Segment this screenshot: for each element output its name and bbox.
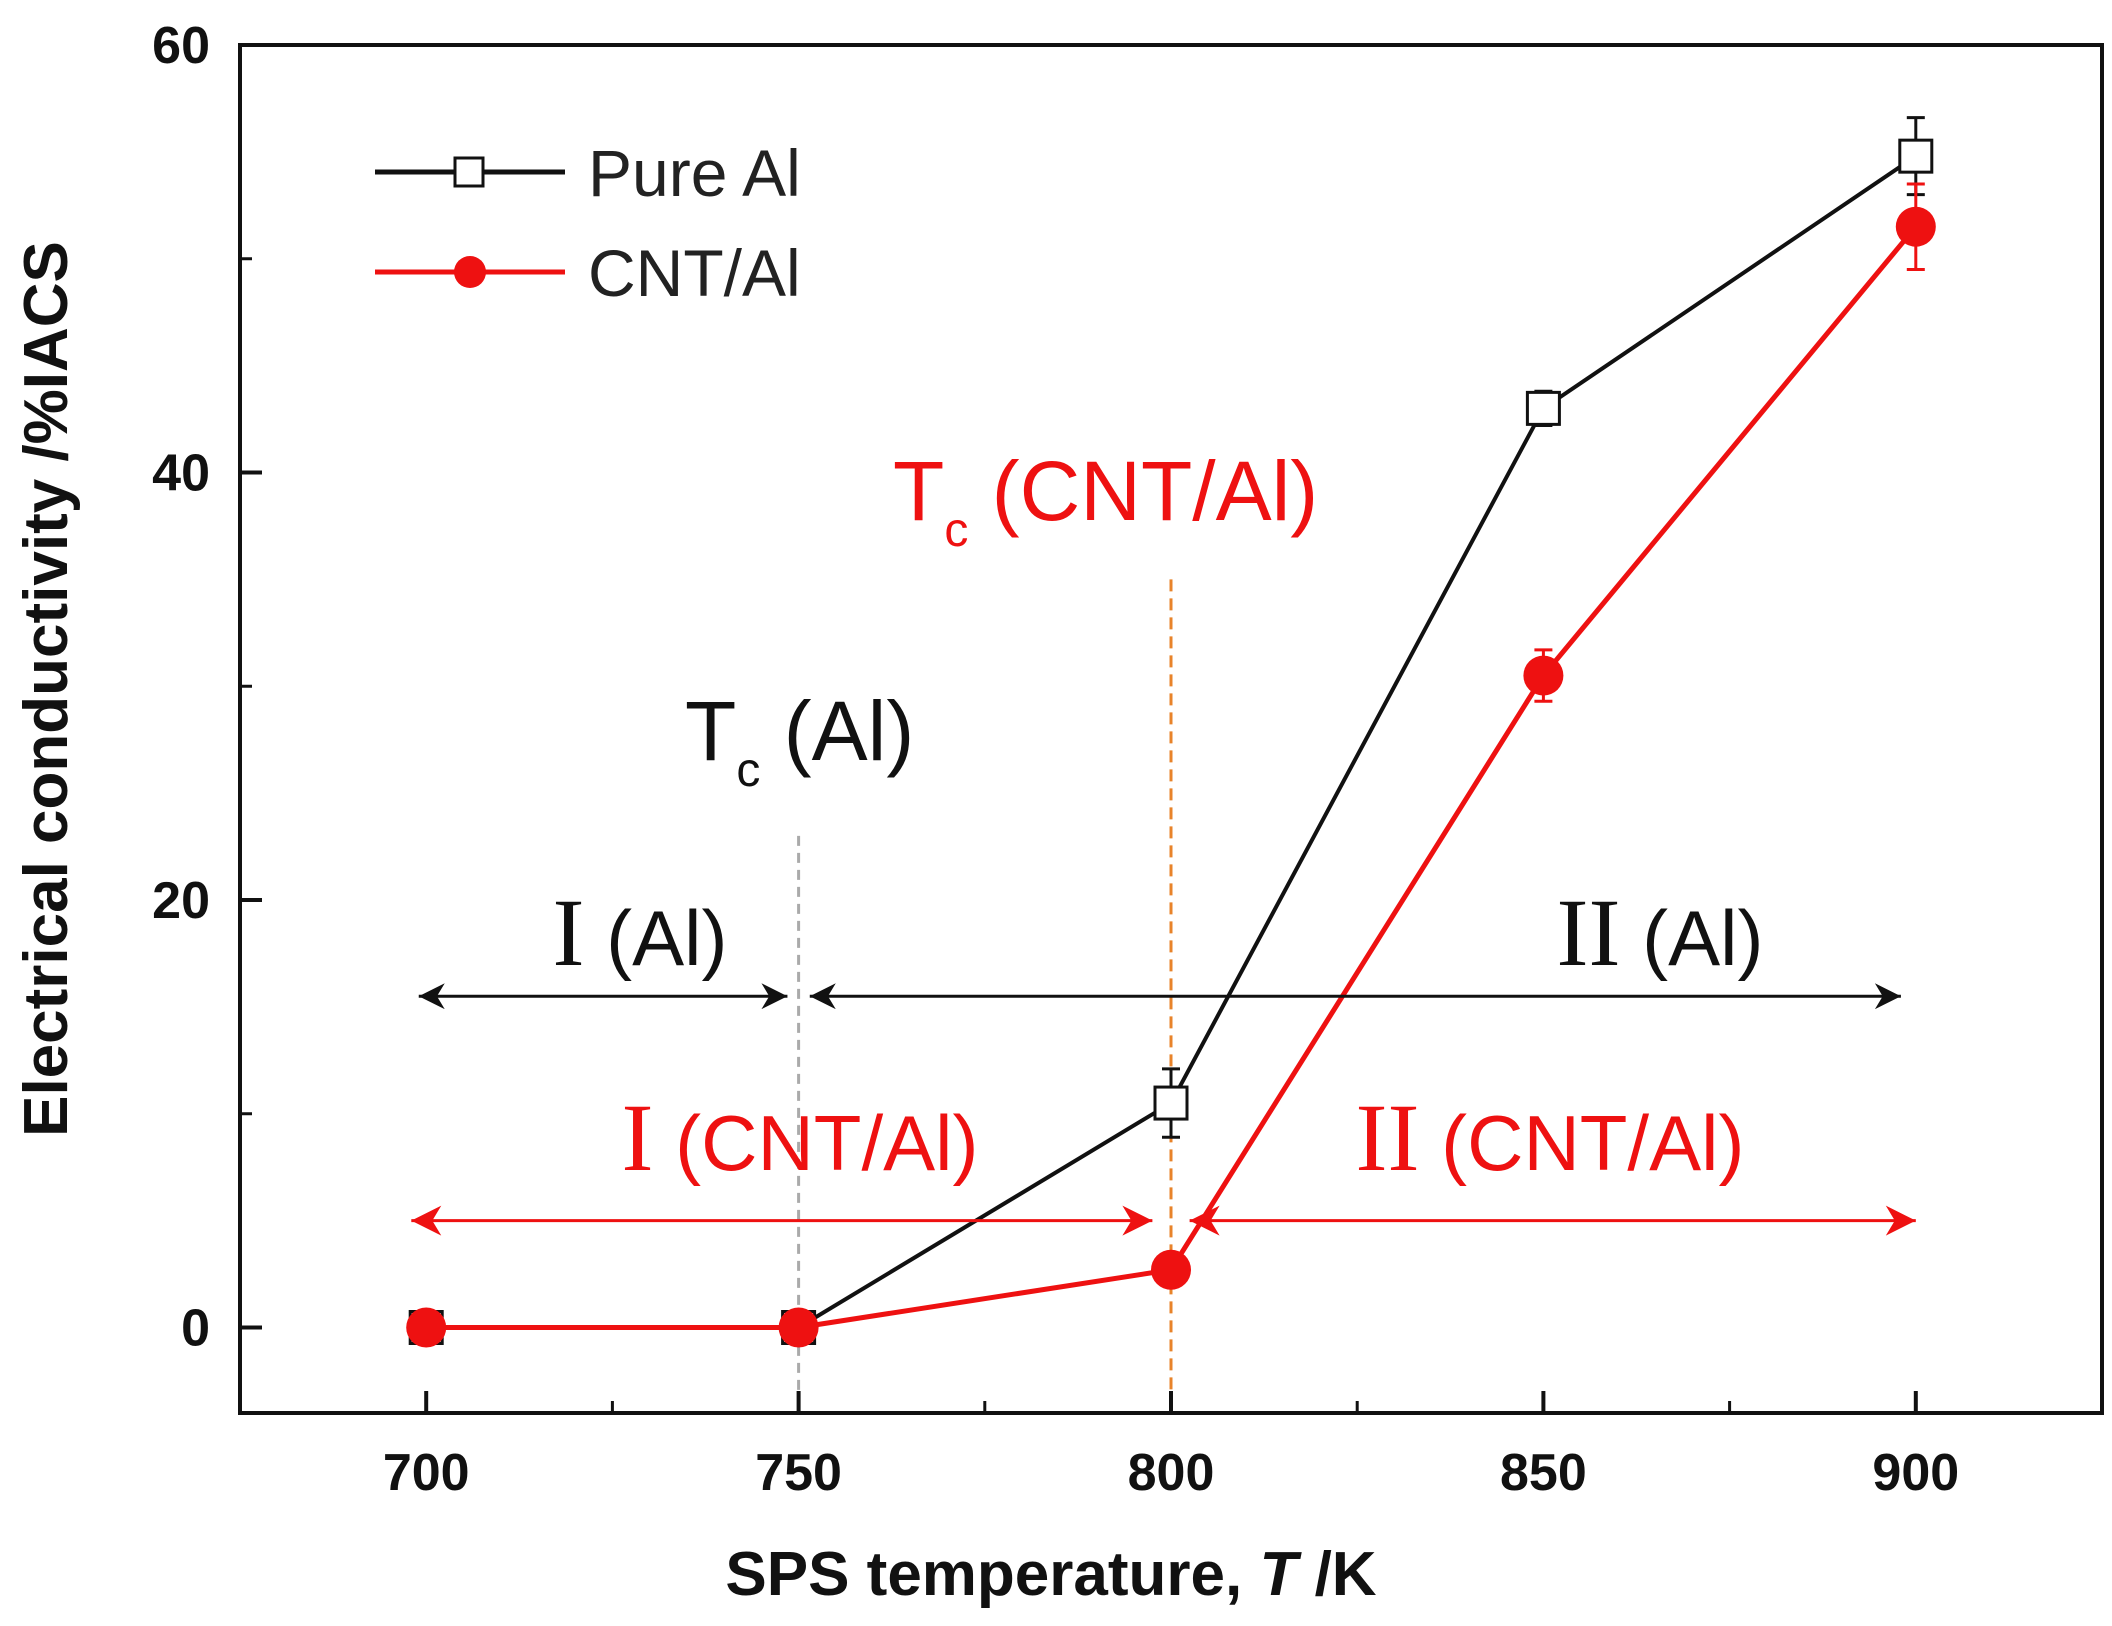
legend: Pure Al CNT/Al <box>375 136 801 310</box>
data-point-cnt-al <box>1151 1249 1191 1290</box>
y-tick-label: 20 <box>152 872 210 930</box>
data-point-pure-al <box>1525 390 1561 426</box>
region-I-cnt-label: I (CNT/Al) <box>622 1084 979 1191</box>
region-I-cnt-label-text: (CNT/Al) <box>654 1099 979 1187</box>
data-point-pure-al <box>1153 1085 1189 1121</box>
region-II-cnt-label: II (CNT/Al) <box>1356 1084 1745 1191</box>
x-axis-title: SPS temperature, T /K <box>725 1540 1376 1609</box>
y-tick-label: 60 <box>152 17 210 75</box>
y-axis-title: Electrical conductivity /%IACS <box>12 241 81 1137</box>
legend-label: Pure Al <box>588 136 801 210</box>
region-II-al-label: II (Al) <box>1557 879 1764 986</box>
tc-cnt-label-text: (CNT/Al) <box>968 444 1318 538</box>
x-axis-title-unit: /K <box>1297 1540 1376 1609</box>
x-tick-label: 750 <box>755 1444 842 1502</box>
tc-cnt-label-main: T <box>893 444 944 538</box>
region-II-al-label-text: (Al) <box>1620 894 1763 982</box>
axes-layer: 700 750 800 850 900 0 20 40 60 SPS temperature, T… <box>12 17 2104 1609</box>
tc-al-label-main: T <box>685 684 736 778</box>
x-tick-label: 900 <box>1872 1444 1959 1502</box>
x-tick-label: 800 <box>1128 1444 1215 1502</box>
data-point-cnt-al <box>406 1307 447 1348</box>
region-I-al-label-roman: I <box>553 879 585 986</box>
tc-cnt-label-subscript: c <box>944 504 968 557</box>
y-tick-label: 40 <box>152 445 210 503</box>
tc-al-label: Tc (Al) <box>685 684 914 797</box>
legend-label: CNT/Al <box>588 236 801 310</box>
data-point-cnt-al <box>778 1307 819 1348</box>
region-II-cnt-label-text: (CNT/Al) <box>1419 1099 1744 1187</box>
region-II-cnt-label-roman: II <box>1356 1084 1420 1191</box>
y-tick-label: 0 <box>181 1300 210 1358</box>
region-I-cnt-label-roman: I <box>622 1084 654 1191</box>
annotation-layer: I (Al) II (Al)I (CNT/Al) II (CNT/Al)Tc (Al… <box>411 444 1916 1236</box>
x-tick-label: 850 <box>1500 1444 1587 1502</box>
legend-marker <box>453 156 485 188</box>
x-axis-title-main: SPS temperature, <box>725 1540 1259 1609</box>
series-layer <box>406 116 1936 1348</box>
region-II-al-label-roman: II <box>1557 879 1621 986</box>
legend-marker <box>454 256 486 288</box>
data-point-pure-al <box>1898 138 1934 174</box>
tc-al-label-subscript: c <box>736 744 760 797</box>
data-point-cnt-al <box>1895 206 1936 247</box>
region-I-al-label: I (Al) <box>553 879 728 986</box>
data-point-cnt-al <box>1523 655 1564 696</box>
tc-al-label-text: (Al) <box>760 684 914 778</box>
tc-cnt-label: Tc (CNT/Al) <box>893 444 1318 557</box>
x-tick-label: 700 <box>383 1444 470 1502</box>
region-I-al-label-text: (Al) <box>584 894 727 982</box>
x-axis-title-variable: T <box>1259 1540 1302 1609</box>
